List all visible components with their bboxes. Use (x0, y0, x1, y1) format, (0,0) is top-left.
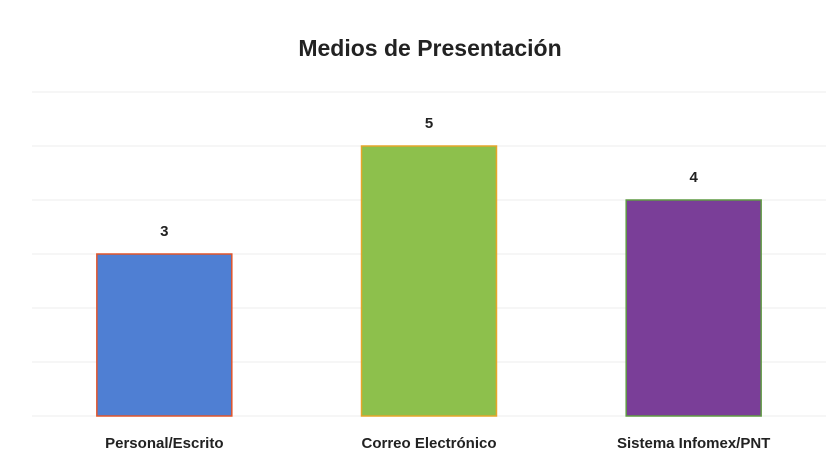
data-label: 5 (425, 115, 433, 132)
bar (360, 145, 498, 417)
bar (96, 253, 233, 417)
data-label: 3 (160, 223, 168, 240)
x-tick-label: Sistema Infomex/PNT (617, 435, 770, 452)
bar (625, 199, 762, 417)
data-label: 4 (689, 169, 698, 186)
chart-title: Medios de Presentación (298, 35, 561, 61)
x-tick-label: Personal/Escrito (105, 435, 223, 452)
x-tick-label: Correo Electrónico (361, 435, 496, 452)
